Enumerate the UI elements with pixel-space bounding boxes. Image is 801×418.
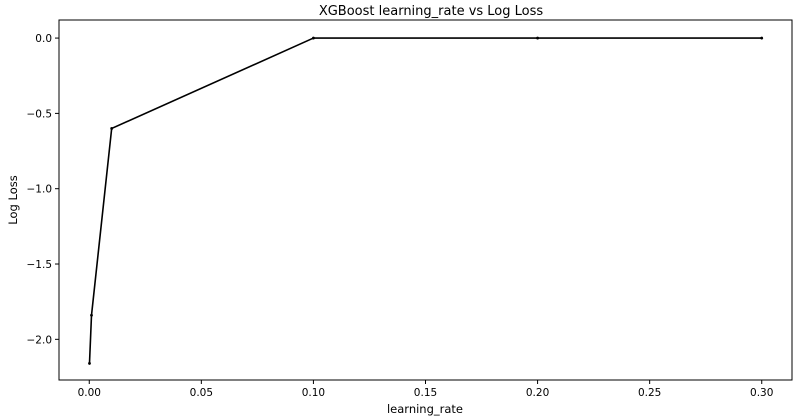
x-tick-label: 0.30 bbox=[750, 387, 773, 399]
x-tick-label: 0.25 bbox=[638, 387, 661, 399]
x-tick-label: 0.00 bbox=[78, 387, 101, 399]
series-points bbox=[88, 36, 764, 365]
y-tick-label: −0.5 bbox=[27, 108, 53, 120]
y-tick-label: −1.5 bbox=[27, 259, 53, 271]
data-point bbox=[90, 313, 93, 317]
data-point bbox=[536, 36, 539, 40]
data-point bbox=[760, 36, 764, 40]
x-axis: 0.00 0.05 0.10 0.15 0.20 0.25 0.30 bbox=[78, 380, 773, 399]
x-tick-label: 0.10 bbox=[302, 387, 325, 399]
y-axis-label: Log Loss bbox=[6, 175, 20, 224]
y-axis: 0.0 −0.5 −1.0 −1.5 −2.0 bbox=[27, 33, 59, 346]
data-point bbox=[88, 362, 91, 365]
data-point bbox=[312, 36, 315, 40]
y-tick-label: 0.0 bbox=[35, 33, 52, 45]
plot-area bbox=[58, 19, 793, 381]
x-tick-label: 0.05 bbox=[190, 387, 213, 399]
y-tick-label: −1.0 bbox=[27, 184, 53, 196]
data-point bbox=[110, 127, 114, 130]
x-tick-label: 0.20 bbox=[526, 387, 549, 399]
y-tick-label: −2.0 bbox=[27, 334, 53, 346]
x-axis-label: learning_rate bbox=[387, 402, 463, 416]
x-tick-label: 0.15 bbox=[414, 387, 437, 399]
chart-title: XGBoost learning_rate vs Log Loss bbox=[319, 4, 544, 19]
series-line bbox=[88, 37, 762, 364]
